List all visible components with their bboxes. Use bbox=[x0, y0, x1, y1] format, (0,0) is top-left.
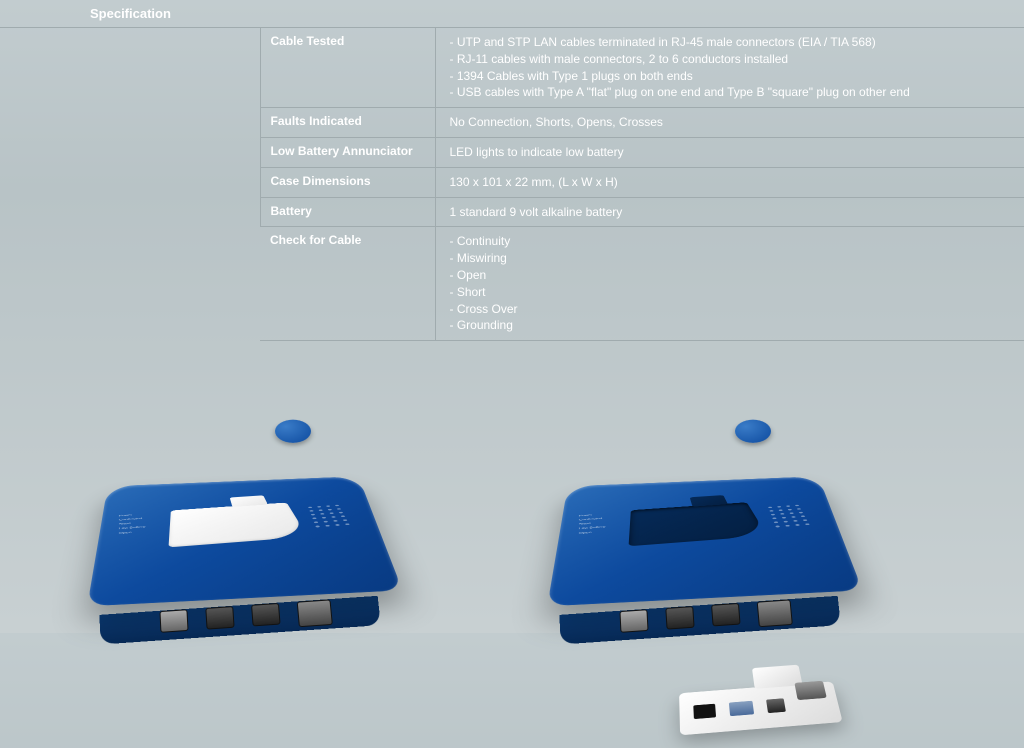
table-row: Faults Indicated No Connection, Shorts, O… bbox=[0, 108, 1024, 138]
spec-value-line: - Grounding bbox=[450, 317, 1015, 334]
table-row: Case Dimensions 130 x 101 x 22 mm, (L x W… bbox=[0, 167, 1024, 197]
spec-value-line: - Short bbox=[450, 284, 1015, 301]
spacer-cell bbox=[0, 197, 260, 227]
spacer-cell bbox=[0, 28, 260, 108]
remote-usb-port-icon bbox=[729, 701, 754, 716]
device-assembled: PowerConnectedShortLow BatteryOpen bbox=[100, 423, 400, 643]
table-row: Cable Tested - UTP and STP LAN cables ter… bbox=[0, 28, 1024, 108]
spec-value: - Continuity- Miswiring- Open- Short- Cr… bbox=[435, 227, 1024, 341]
spec-label: Check for Cable bbox=[260, 227, 435, 341]
spec-value-line: - UTP and STP LAN cables terminated in R… bbox=[450, 34, 1015, 51]
usb-b-port-icon bbox=[619, 609, 648, 633]
remote-unit-detached bbox=[679, 681, 846, 747]
section-title: Specification bbox=[0, 0, 1024, 28]
device-body: PowerConnectedShortLow BatteryOpen bbox=[87, 476, 402, 606]
spec-value: No Connection, Shorts, Opens, Crosses bbox=[435, 108, 1024, 138]
table-row: Low Battery Annunciator LED lights to ind… bbox=[0, 137, 1024, 167]
spec-value-line: 130 x 101 x 22 mm, (L x W x H) bbox=[450, 174, 1015, 191]
rotary-knob bbox=[735, 420, 772, 443]
spacer-cell bbox=[0, 137, 260, 167]
spec-value-line: - USB cables with Type A "flat" plug on … bbox=[450, 84, 1015, 101]
device-body: PowerConnectedShortLow BatteryOpen bbox=[547, 476, 862, 606]
spec-label: Low Battery Annunciator bbox=[260, 137, 435, 167]
spacer-cell bbox=[0, 167, 260, 197]
spacer-cell bbox=[0, 227, 260, 341]
rotary-knob bbox=[275, 420, 312, 443]
spec-value-line: 1 standard 9 volt alkaline battery bbox=[450, 204, 1015, 221]
spec-label: Case Dimensions bbox=[260, 167, 435, 197]
spacer-cell bbox=[0, 108, 260, 138]
led-grid bbox=[768, 505, 811, 530]
spec-value-line: - Open bbox=[450, 267, 1015, 284]
table-row: Battery 1 standard 9 volt alkaline batter… bbox=[0, 197, 1024, 227]
remote-body bbox=[679, 681, 843, 735]
spec-value-line: - Continuity bbox=[450, 233, 1015, 250]
spec-value: LED lights to indicate low battery bbox=[435, 137, 1024, 167]
rj11-port-icon bbox=[251, 603, 281, 626]
spec-value-line: - 1394 Cables with Type 1 plugs on both … bbox=[450, 68, 1015, 85]
spec-value-line: - Cross Over bbox=[450, 301, 1015, 318]
rj45-port-icon bbox=[757, 599, 793, 627]
table-row: Check for Cable- Continuity- Miswiring- … bbox=[0, 227, 1024, 341]
spec-label: Cable Tested bbox=[260, 28, 435, 108]
remote-firewire-port-icon bbox=[766, 698, 786, 713]
device-with-remote-removed: PowerConnectedShortLow BatteryOpen bbox=[560, 423, 860, 643]
remote-cavity bbox=[629, 502, 768, 546]
remote-rj45-port-icon bbox=[794, 681, 826, 700]
spec-value: 130 x 101 x 22 mm, (L x W x H) bbox=[435, 167, 1024, 197]
spec-value-line: No Connection, Shorts, Opens, Crosses bbox=[450, 114, 1015, 131]
remote-insert-docked bbox=[169, 503, 308, 548]
product-images-area: PowerConnectedShortLow BatteryOpen bbox=[0, 333, 1024, 633]
led-grid bbox=[308, 505, 351, 530]
rj11-port-icon bbox=[711, 603, 741, 626]
remote-ports bbox=[693, 698, 786, 719]
rj45-port-icon bbox=[297, 599, 333, 627]
remote-rj11-port-icon bbox=[693, 704, 716, 719]
spec-value: 1 standard 9 volt alkaline battery bbox=[435, 197, 1024, 227]
specification-table: Cable Tested - UTP and STP LAN cables ter… bbox=[0, 28, 1024, 341]
device-status-labels: PowerConnectedShortLow BatteryOpen bbox=[579, 513, 607, 537]
spec-label: Faults Indicated bbox=[260, 108, 435, 138]
spec-value: - UTP and STP LAN cables terminated in R… bbox=[435, 28, 1024, 108]
spec-value-line: - RJ-11 cables with male connectors, 2 t… bbox=[450, 51, 1015, 68]
spec-value-line: - Miswiring bbox=[450, 250, 1015, 267]
firewire-port-icon bbox=[205, 606, 234, 630]
usb-b-port-icon bbox=[159, 609, 188, 633]
firewire-port-icon bbox=[665, 606, 694, 630]
device-status-labels: PowerConnectedShortLow BatteryOpen bbox=[119, 513, 147, 537]
spec-label: Battery bbox=[260, 197, 435, 227]
spec-value-line: LED lights to indicate low battery bbox=[450, 144, 1015, 161]
